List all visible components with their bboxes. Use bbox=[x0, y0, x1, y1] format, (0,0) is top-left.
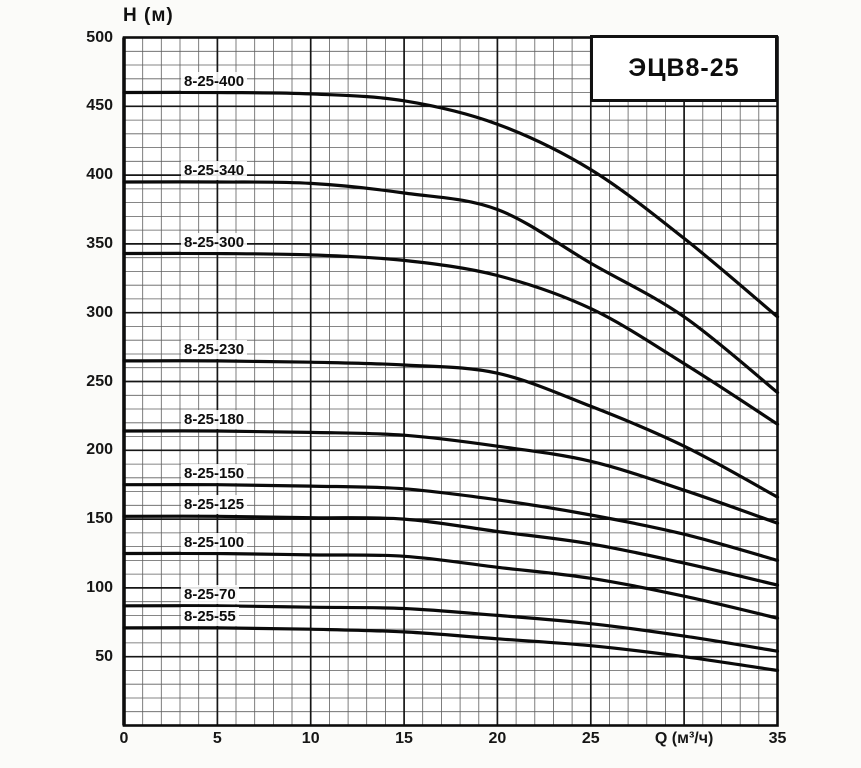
x-tick-label-5: 5 bbox=[212, 730, 222, 747]
curve-label-8-25-300: 8-25-300 bbox=[181, 232, 248, 252]
pump-curve-8-25-150 bbox=[122, 483, 780, 562]
pump-curve-8-25-125 bbox=[122, 514, 780, 587]
curve-label-8-25-340: 8-25-340 bbox=[181, 160, 248, 180]
curve-label-8-25-230: 8-25-230 bbox=[181, 339, 248, 359]
x-tick-label-15: 15 bbox=[395, 730, 413, 747]
x-tick-label-35: 35 bbox=[768, 730, 787, 747]
y-tick-label-50: 50 bbox=[95, 647, 113, 665]
y-tick-label-200: 200 bbox=[86, 441, 113, 459]
pump-curve-8-25-230 bbox=[122, 359, 780, 499]
curve-label-8-25-55: 8-25-55 bbox=[181, 606, 239, 626]
curve-label-8-25-125: 8-25-125 bbox=[181, 495, 248, 515]
chart-title-box: ЭЦВ8-25 bbox=[590, 35, 778, 102]
x-axis-title: Q (м³/ч) bbox=[654, 730, 714, 747]
curve-label-8-25-70: 8-25-70 bbox=[181, 584, 239, 604]
pump-curve-8-25-400 bbox=[122, 90, 780, 319]
pump-curve-8-25-340 bbox=[122, 180, 780, 395]
curve-label-8-25-100: 8-25-100 bbox=[181, 532, 248, 552]
pump-curve-8-25-55 bbox=[122, 626, 780, 673]
pump-curve-8-25-100 bbox=[122, 551, 780, 620]
y-tick-label-350: 350 bbox=[86, 234, 113, 252]
y-axis-title: Н (м) bbox=[123, 5, 174, 26]
pump-curve-8-25-70 bbox=[122, 604, 780, 653]
y-tick-label-450: 450 bbox=[86, 97, 113, 115]
chart-title: ЭЦВ8-25 bbox=[628, 54, 740, 82]
pump-curve-8-25-180 bbox=[122, 429, 780, 525]
y-tick-label-500: 500 bbox=[86, 28, 113, 46]
x-tick-label-25: 25 bbox=[581, 730, 600, 747]
y-tick-label-100: 100 bbox=[86, 578, 113, 596]
y-tick-label-400: 400 bbox=[86, 166, 113, 184]
pump-curve-8-25-300 bbox=[122, 251, 780, 426]
curve-label-8-25-150: 8-25-150 bbox=[181, 463, 248, 483]
y-tick-label-250: 250 bbox=[86, 372, 113, 390]
curve-label-8-25-400: 8-25-400 bbox=[181, 71, 248, 91]
x-tick-label-0: 0 bbox=[119, 730, 129, 747]
y-tick-label-300: 300 bbox=[86, 303, 113, 321]
y-tick-label-150: 150 bbox=[86, 510, 113, 528]
curve-label-8-25-180: 8-25-180 bbox=[181, 410, 248, 430]
x-tick-label-10: 10 bbox=[301, 730, 320, 747]
x-tick-label-20: 20 bbox=[488, 730, 507, 747]
